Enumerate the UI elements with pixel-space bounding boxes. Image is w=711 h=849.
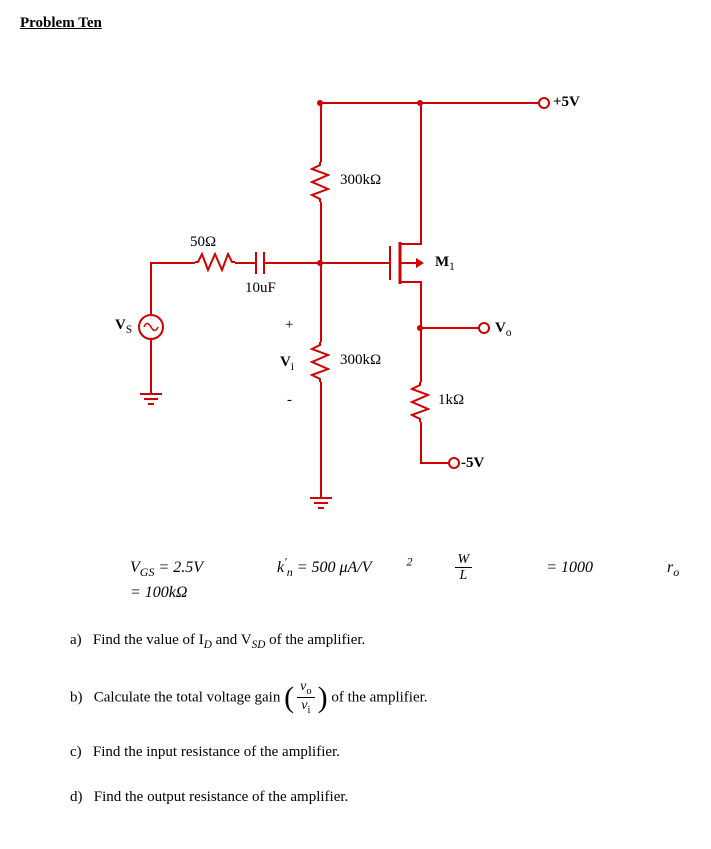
circuit-diagram: +5V 300kΩ 50Ω 10uF — [20, 42, 670, 532]
label-vi-plus: + — [285, 317, 293, 334]
label-10u: 10uF — [245, 280, 276, 297]
terminal-neg-5v — [448, 457, 460, 469]
label-300k-bot: 300kΩ — [340, 352, 381, 369]
label-vi: Vi — [280, 354, 294, 373]
label-300k-top: 300kΩ — [340, 172, 381, 189]
ground-300k — [308, 492, 334, 517]
resistor-1k — [410, 382, 430, 422]
cap-10u — [250, 250, 270, 281]
resistor-50 — [195, 252, 235, 272]
label-vs: VS — [115, 317, 132, 336]
source-vs — [138, 314, 164, 340]
label-pos-5v: +5V — [553, 94, 580, 111]
label-neg-5v: -5V — [461, 455, 484, 472]
problem-title: Problem Ten — [20, 15, 691, 32]
question-d: d) Find the output resistance of the amp… — [70, 789, 691, 806]
label-50: 50Ω — [190, 234, 216, 251]
resistor-300k-top — [310, 162, 330, 202]
terminal-pos-5v — [538, 97, 550, 109]
resistor-300k-bot — [310, 342, 330, 382]
parameters: VGS = 2.5V k'n = 500 μA/V2 WL = 1000 ro … — [130, 552, 691, 602]
questions: a) Find the value of ID and VSD of the a… — [70, 632, 691, 807]
terminal-vo — [478, 322, 490, 334]
question-b: b) Calculate the total voltage gain ( vo… — [70, 679, 691, 717]
question-c: c) Find the input resistance of the ampl… — [70, 744, 691, 761]
label-vi-minus: - — [287, 392, 292, 409]
question-a: a) Find the value of ID and VSD of the a… — [70, 632, 691, 651]
label-1k: 1kΩ — [438, 392, 464, 409]
label-m1: M1 — [435, 254, 455, 273]
label-vo: Vo — [495, 320, 511, 339]
mosfet-m1 — [388, 240, 428, 291]
ground-vs — [138, 388, 164, 413]
